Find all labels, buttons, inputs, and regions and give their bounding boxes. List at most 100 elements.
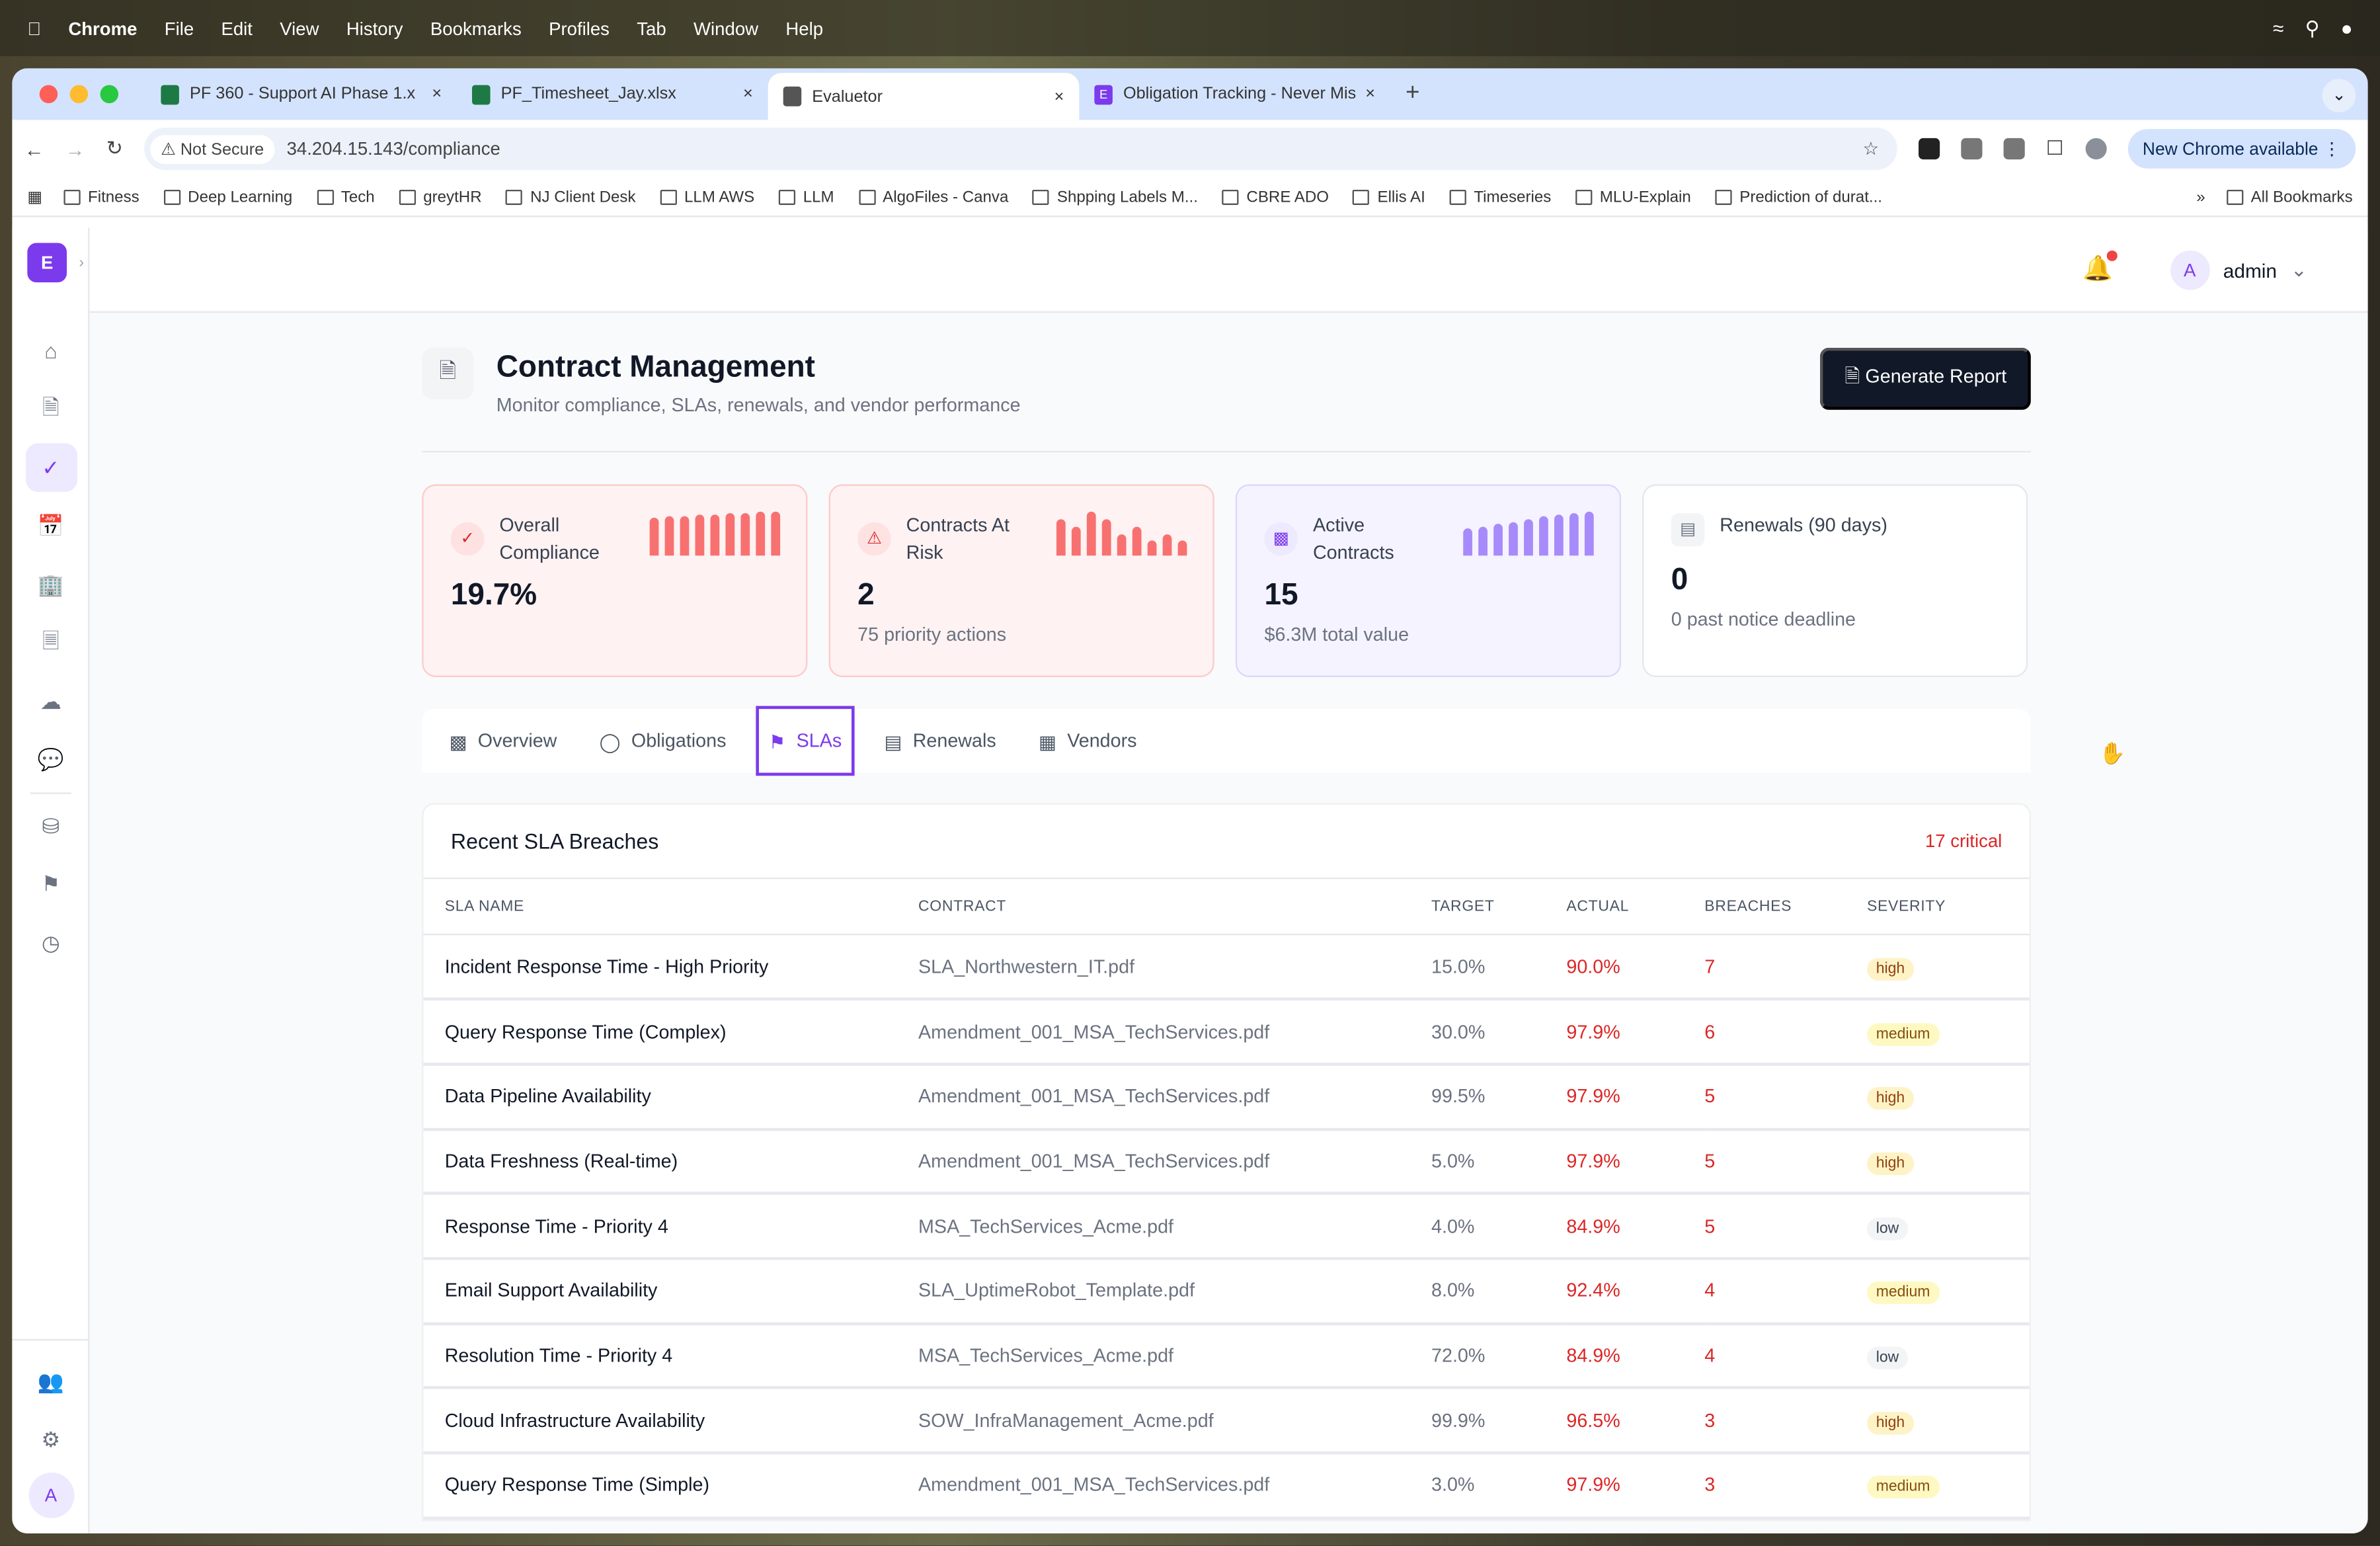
tab-slas[interactable]: ⚑ SLAs <box>756 706 854 776</box>
bookmark-item[interactable]: Tech <box>317 188 375 206</box>
tab-search-chevron-icon[interactable]: ⌄ <box>2322 79 2356 112</box>
sidebar-vendors[interactable]: 🏢 <box>12 555 89 614</box>
menu-file[interactable]: File <box>151 17 194 39</box>
bookmark-item[interactable]: CBRE ADO <box>1222 188 1329 206</box>
stat-card: ✓ Overall Compliance 19.7% <box>422 484 808 677</box>
tab-renewals[interactable]: ▤ Renewals <box>885 709 996 772</box>
maximize-window-button[interactable] <box>100 85 119 104</box>
new-tab-button[interactable]: + <box>1406 80 1420 106</box>
bookmark-item[interactable]: Shpping Labels M... <box>1033 188 1198 206</box>
bookmark-item[interactable]: NJ Client Desk <box>506 188 636 206</box>
apps-grid-icon[interactable]: ▦ <box>27 187 43 206</box>
back-icon[interactable]: ← <box>24 137 44 161</box>
menu-profiles[interactable]: Profiles <box>535 17 610 39</box>
search-icon[interactable]: ⚲ <box>2305 16 2320 39</box>
apple-icon[interactable]:  <box>27 17 41 38</box>
table-row[interactable]: Query Response Time (Complex) Amendment_0… <box>423 999 2030 1066</box>
more-bookmarks-icon[interactable]: » <box>2196 187 2205 206</box>
bookmark-star-icon[interactable]: ☆ <box>1862 138 1880 160</box>
bookmark-item[interactable]: MLU-Explain <box>1575 188 1691 206</box>
minimize-window-button[interactable] <box>69 85 89 104</box>
close-tab-icon[interactable]: × <box>1365 85 1376 104</box>
browser-tab[interactable]: PF 360 - Support AI Phase 1.x × <box>145 73 457 115</box>
bookmark-item[interactable]: LLM <box>779 188 834 206</box>
menu-app[interactable]: Chrome <box>54 17 137 39</box>
sidebar-upload[interactable]: ☁ <box>12 672 89 731</box>
close-tab-icon[interactable]: × <box>1054 87 1064 106</box>
close-tab-icon[interactable]: × <box>742 85 753 104</box>
reload-icon[interactable]: ↻ <box>106 136 123 160</box>
forward-icon[interactable]: → <box>65 137 85 161</box>
tab-title: Evaluetor <box>812 87 883 106</box>
menu-bookmarks[interactable]: Bookmarks <box>416 17 522 39</box>
spark-bar <box>1507 522 1518 556</box>
sidebar-flags[interactable]: ⚑ <box>12 856 89 914</box>
sidebar-chat[interactable]: 💬 <box>12 731 89 789</box>
document-icon: 🗎 <box>422 347 474 399</box>
close-window-button[interactable] <box>39 85 58 104</box>
bookmark-item[interactable]: Fitness <box>63 188 139 206</box>
tab-vendors[interactable]: ▦ Vendors <box>1039 709 1137 772</box>
all-bookmarks[interactable]: All Bookmarks <box>2226 188 2353 206</box>
extensions-puzzle-icon[interactable]: ☐ <box>2045 136 2064 160</box>
table-row[interactable]: Cloud Infrastructure Availability SOW_Inf… <box>423 1388 2030 1455</box>
extension-icon[interactable] <box>1918 138 1940 160</box>
table-row[interactable]: Incident Response Time - High Priority SL… <box>423 934 2030 1001</box>
generate-report-button[interactable]: 🗎 Generate Report <box>1820 347 2031 410</box>
bookmark-item[interactable]: Timeseries <box>1449 188 1551 206</box>
menu-tab[interactable]: Tab <box>623 17 666 39</box>
sidebar-reports[interactable]: 🗏 <box>12 614 89 672</box>
bookmark-item[interactable]: LLM AWS <box>660 188 754 206</box>
bookmark-item[interactable]: Ellis AI <box>1353 188 1425 206</box>
spark-bar <box>1493 524 1503 556</box>
excel-icon <box>161 84 179 104</box>
bookmark-item[interactable]: AlgoFiles - Canva <box>858 188 1008 206</box>
table-row[interactable]: Data Pipeline Availability Amendment_001_… <box>423 1064 2030 1131</box>
bookmark-item[interactable]: Deep Learning <box>163 188 292 206</box>
menu-edit[interactable]: Edit <box>207 17 252 39</box>
table-row[interactable]: Query Response Time (Simple) Amendment_00… <box>423 1453 2030 1520</box>
tab-overview[interactable]: ▩ Overview <box>450 709 557 772</box>
wifi-icon[interactable]: ≈ <box>2273 16 2284 39</box>
sidebar-compliance[interactable]: ✓ <box>12 439 89 497</box>
table-row[interactable]: Response Time - Priority 4 MSA_TechServic… <box>423 1194 2030 1260</box>
sidebar-home[interactable]: ⌂ <box>12 322 89 380</box>
table-row[interactable]: Email Support Availability SLA_UptimeRobo… <box>423 1258 2030 1325</box>
spark-bar <box>740 512 750 556</box>
sidebar-documents[interactable]: 🗎 <box>12 380 89 438</box>
sidebar-users[interactable]: 👥 <box>12 1353 89 1411</box>
sidebar-settings[interactable]: ⚙ <box>12 1411 89 1469</box>
bookmark-item[interactable]: greytHR <box>399 188 482 206</box>
menu-window[interactable]: Window <box>680 17 758 39</box>
update-chrome-button[interactable]: New Chrome available ⋮ <box>2127 129 2356 169</box>
security-chip[interactable]: ⚠ Not Secure <box>150 134 275 163</box>
sidebar-history[interactable]: ◷ <box>12 914 89 972</box>
sidebar-calendar[interactable]: 📅 <box>12 497 89 555</box>
sidebar-database[interactable]: ⛁ <box>12 797 89 855</box>
url-text[interactable]: 34.204.15.143/compliance <box>286 138 500 160</box>
menu-help[interactable]: Help <box>772 17 823 39</box>
browser-tab[interactable]: PF_Timesheet_Jay.xlsx × <box>457 73 768 115</box>
browser-tab[interactable]: E Obligation Tracking - Never Miss × <box>1079 73 1390 115</box>
extension-icon[interactable] <box>2003 138 2025 160</box>
expand-sidebar-chevron-icon[interactable]: › <box>79 255 85 272</box>
menu-history[interactable]: History <box>333 17 403 39</box>
address-bar[interactable]: ⚠ Not Secure 34.204.15.143/compliance ☆ <box>143 127 1897 171</box>
profile-avatar[interactable] <box>2084 138 2106 160</box>
notifications-bell-icon[interactable]: 🔔 <box>2082 250 2118 284</box>
extension-icon[interactable] <box>1961 138 1983 160</box>
severity-badge: high <box>1866 957 1914 981</box>
spark-bar <box>1568 512 1579 556</box>
alert-triangle-icon: ⚠ <box>857 522 891 556</box>
sidebar-avatar[interactable]: A <box>28 1473 74 1518</box>
tab-obligations[interactable]: ◯ Obligations <box>600 709 727 772</box>
browser-tab[interactable]: Evaluetor × <box>768 73 1080 120</box>
close-tab-icon[interactable]: × <box>432 85 442 104</box>
table-row[interactable]: Resolution Time - Priority 4 MSA_TechServ… <box>423 1323 2030 1390</box>
control-center-icon[interactable]: ● <box>2340 16 2353 39</box>
bookmark-item[interactable]: Prediction of durat... <box>1715 188 1882 206</box>
app-logo[interactable]: E <box>27 243 67 283</box>
menu-view[interactable]: View <box>266 17 319 39</box>
table-row[interactable]: Data Freshness (Real-time) Amendment_001_… <box>423 1129 2030 1196</box>
